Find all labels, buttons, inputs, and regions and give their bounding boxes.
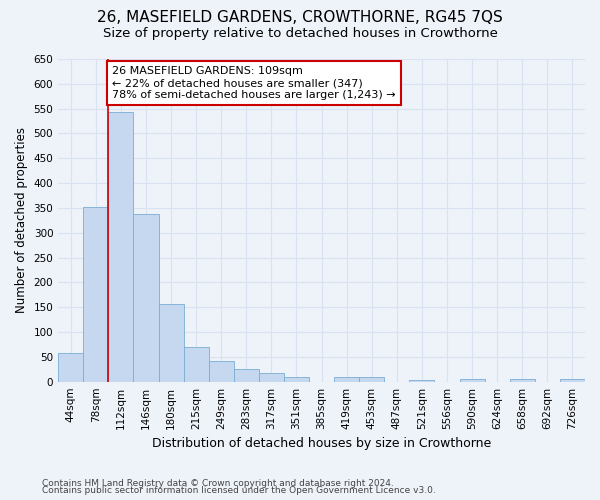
Bar <box>334 377 359 382</box>
Bar <box>560 379 585 382</box>
Bar <box>510 379 535 382</box>
Bar <box>184 347 209 382</box>
Bar <box>259 373 284 382</box>
Bar <box>158 304 184 382</box>
Bar <box>460 379 485 382</box>
Bar <box>284 376 309 382</box>
Bar <box>109 112 133 382</box>
Bar <box>209 361 234 382</box>
Text: 26 MASEFIELD GARDENS: 109sqm
← 22% of detached houses are smaller (347)
78% of s: 26 MASEFIELD GARDENS: 109sqm ← 22% of de… <box>112 66 396 100</box>
Bar <box>409 380 434 382</box>
Text: Size of property relative to detached houses in Crowthorne: Size of property relative to detached ho… <box>103 28 497 40</box>
Y-axis label: Number of detached properties: Number of detached properties <box>15 128 28 314</box>
Text: 26, MASEFIELD GARDENS, CROWTHORNE, RG45 7QS: 26, MASEFIELD GARDENS, CROWTHORNE, RG45 … <box>97 10 503 25</box>
Text: Contains HM Land Registry data © Crown copyright and database right 2024.: Contains HM Land Registry data © Crown c… <box>42 478 394 488</box>
Text: Contains public sector information licensed under the Open Government Licence v3: Contains public sector information licen… <box>42 486 436 495</box>
Bar <box>58 354 83 382</box>
Bar <box>133 214 158 382</box>
Bar <box>359 376 385 382</box>
Bar <box>234 370 259 382</box>
X-axis label: Distribution of detached houses by size in Crowthorne: Distribution of detached houses by size … <box>152 437 491 450</box>
Bar <box>83 207 109 382</box>
